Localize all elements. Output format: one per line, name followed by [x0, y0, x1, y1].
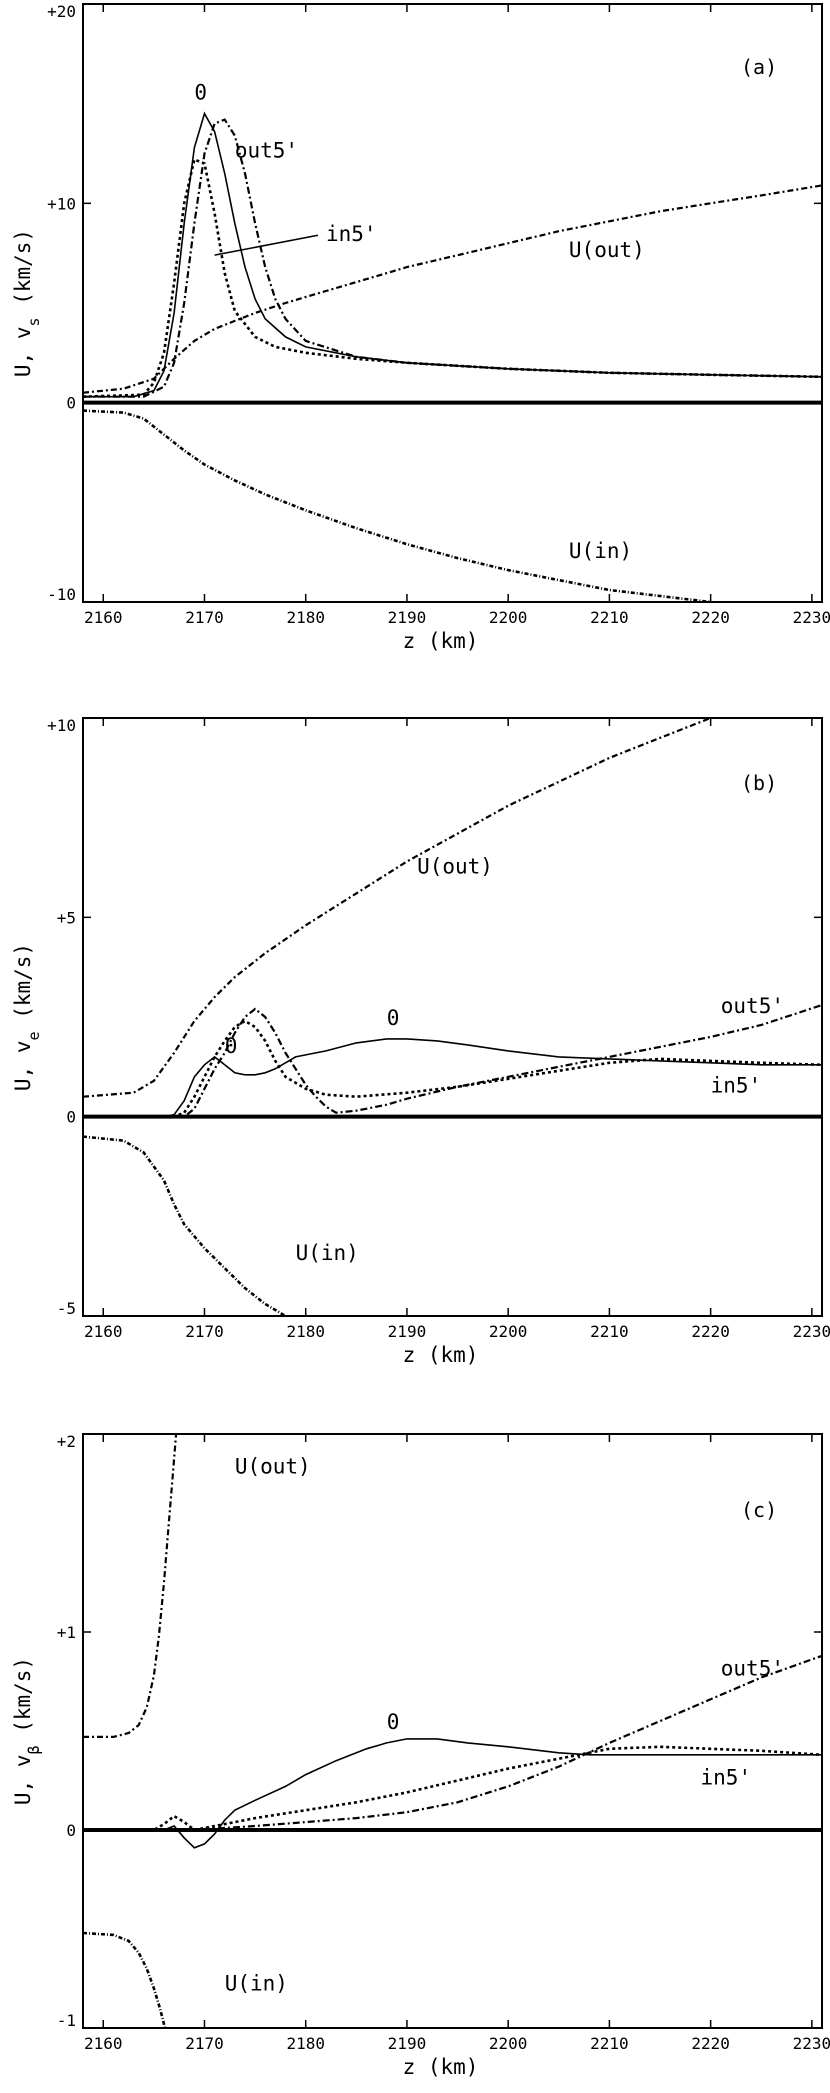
- x-tick-label: 2190: [388, 2034, 427, 2053]
- panel-tag: (a): [741, 55, 777, 79]
- curve-label-in5-prime: in5': [711, 1074, 762, 1098]
- y-tick-label: -5: [57, 1299, 76, 1318]
- series-u-in: [83, 409, 711, 602]
- series-0: [83, 111, 822, 398]
- label-pointer: [214, 234, 319, 256]
- curve-label-0: 0: [387, 1006, 400, 1030]
- y-tick-label: +2: [57, 1432, 76, 1451]
- panel-tag: (b): [741, 771, 777, 795]
- y-axis-label-units: (km/s): [11, 229, 35, 318]
- y-axis-label-text: U, v: [11, 1040, 35, 1091]
- x-tick-label: 2180: [286, 1322, 325, 1341]
- x-tick-label: 2220: [691, 1322, 730, 1341]
- x-tick-label: 2170: [185, 1322, 224, 1341]
- y-tick-label: +1: [57, 1623, 76, 1642]
- x-tick-label: 2220: [691, 608, 730, 627]
- series-u-out: [83, 718, 714, 1098]
- plot-frame: [82, 3, 823, 603]
- x-tick-label: 2230: [793, 1322, 830, 1341]
- curve-label-u-out: U(out): [417, 854, 493, 878]
- x-axis-label: z (km): [403, 629, 479, 653]
- series-u-out: [83, 184, 822, 394]
- panel-tag: (c): [741, 1498, 777, 1522]
- y-tick-label: +5: [57, 908, 76, 927]
- x-tick-label: 2200: [489, 608, 528, 627]
- y-axis-label-text: U, v: [11, 326, 35, 377]
- x-tick-label: 2200: [489, 2034, 528, 2053]
- curve-label-in5-prime: in5': [701, 1765, 752, 1789]
- series-u-in: [83, 1135, 287, 1316]
- y-tick-label: 0: [66, 1108, 76, 1127]
- x-tick-label: 2210: [590, 608, 629, 627]
- y-axis-label: U, vβ (km/s): [11, 1657, 43, 1805]
- x-tick-label: 2190: [388, 608, 427, 627]
- x-tick-label: 2180: [286, 608, 325, 627]
- series-in5-prime: [83, 1745, 822, 1832]
- series-in5-prime: [83, 1019, 822, 1118]
- x-tick-label: 2210: [590, 1322, 629, 1341]
- series-in5-prime: [83, 157, 822, 398]
- panel-c: 2160 2170 2180 2190 2200 2210 2220 2230 +2 +1 0 -1 (…: [11, 1432, 830, 2079]
- curve-label-in5-prime: in5': [326, 222, 377, 246]
- y-axis-label-subscript: β: [25, 1745, 43, 1754]
- curve-label-u-out: U(out): [569, 238, 645, 262]
- series-0: [83, 1038, 822, 1118]
- x-tick-label: 2170: [185, 608, 224, 627]
- x-tick-label: 2230: [793, 608, 830, 627]
- plot-frame: [82, 1433, 823, 2029]
- curve-label-out5-prime: out5': [721, 994, 784, 1018]
- y-axis-label-units: (km/s): [11, 943, 35, 1032]
- x-tick-label: 2170: [185, 2034, 224, 2053]
- y-axis-label-subscript: s: [25, 317, 43, 326]
- x-tick-label: 2160: [84, 2034, 123, 2053]
- y-axis-label: U, vs (km/s): [11, 229, 43, 377]
- y-axis-label-subscript: e: [25, 1031, 43, 1040]
- y-tick-label: -1: [57, 2011, 76, 2030]
- series-u-in: [83, 1931, 167, 2028]
- x-tick-label: 2180: [286, 2034, 325, 2053]
- curve-label-0: 0: [387, 1710, 400, 1734]
- x-axis-label: z (km): [403, 2055, 479, 2079]
- panel-a: 2160 2170 2180 2190 2200 2210 2220 2230 +20 +10 0 -…: [11, 2, 830, 653]
- y-tick-label: +10: [47, 716, 76, 735]
- y-tick-label: -10: [47, 585, 76, 604]
- y-tick-label: 0: [66, 1821, 76, 1840]
- y-tick-label: +10: [47, 194, 76, 213]
- curve-label-0: 0: [225, 1034, 238, 1058]
- y-tick-label: 0: [66, 394, 76, 413]
- x-tick-label: 2220: [691, 2034, 730, 2053]
- series-out5-prime: [83, 1654, 822, 1832]
- y-tick-label: +20: [47, 2, 76, 21]
- x-tick-label: 2160: [84, 608, 123, 627]
- curve-label-out5-prime: out5': [235, 138, 298, 162]
- x-tick-label: 2190: [388, 1322, 427, 1341]
- series-0: [83, 1738, 822, 1849]
- curve-label-u-in: U(in): [569, 539, 632, 563]
- x-tick-label: 2210: [590, 2034, 629, 2053]
- y-axis-label-text: U, v: [11, 1754, 35, 1805]
- x-tick-label: 2230: [793, 2034, 830, 2053]
- y-axis-label-units: (km/s): [11, 1657, 35, 1746]
- curve-label-u-out: U(out): [235, 1455, 311, 1479]
- curve-label-out5-prime: out5': [721, 1657, 784, 1681]
- curve-label-u-in: U(in): [296, 1241, 359, 1265]
- series-out5-prime: [83, 118, 822, 398]
- curve-label-u-in: U(in): [225, 1971, 288, 1995]
- series-u-out: [83, 1434, 178, 1738]
- x-tick-label: 2200: [489, 1322, 528, 1341]
- plot-frame: [82, 717, 823, 1317]
- y-axis-label: U, ve (km/s): [11, 943, 43, 1091]
- panel-b: 2160 2170 2180 2190 2200 2210 2220 2230 +10 +5 0 -5…: [11, 716, 830, 1367]
- x-axis-label: z (km): [403, 1343, 479, 1367]
- x-tick-label: 2160: [84, 1322, 123, 1341]
- curve-label-0: 0: [194, 81, 207, 105]
